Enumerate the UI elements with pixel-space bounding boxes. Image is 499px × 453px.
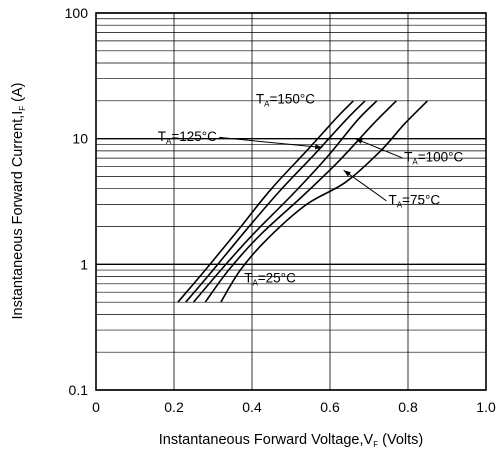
x-tick-label: 0	[92, 399, 100, 415]
y-tick-label: 1	[80, 256, 88, 272]
annotation-arrow-2	[355, 138, 403, 159]
series-label-2: TA=100°C	[404, 149, 463, 166]
annotation-arrowhead-2	[355, 138, 363, 144]
tick-labels: 0 0.2 0.4 0.6 0.8 1.0 0.1 1 10 100	[65, 5, 496, 415]
y-axis-label: Instantaneous Forward Current,IF (A)	[10, 83, 27, 320]
annotation-arrow-1	[219, 136, 323, 149]
annotation-arrowhead-1	[315, 144, 323, 150]
minor-grid	[96, 18, 486, 353]
series-curve-1	[185, 100, 366, 303]
x-axis-label-suffix: (Volts)	[378, 432, 423, 448]
y-tick-label: 0.1	[69, 382, 89, 398]
annotation-arrowhead-3	[343, 170, 351, 177]
x-tick-label: 0.6	[320, 399, 340, 415]
series-label-1: TA=125°C	[158, 129, 217, 146]
series-label-4: TA=25°C	[244, 270, 296, 287]
annotation-arrow-3	[343, 169, 387, 202]
y-tick-label: 100	[65, 5, 89, 21]
y-axis-label-subscript: F	[18, 106, 27, 111]
annotation-layer: TA=150°C TA=125°C TA=100°C TA=75°C TA=25°C	[158, 92, 464, 288]
series-layer	[177, 100, 429, 303]
series-curve-4	[220, 100, 429, 303]
series-curve-2	[192, 100, 378, 303]
plot-frame	[95, 12, 487, 391]
x-tick-label: 1.0	[476, 399, 496, 415]
x-tick-label: 0.8	[398, 399, 418, 415]
x-axis-label: Instantaneous Forward Voltage,VF (Volts)	[159, 432, 423, 449]
series-curve-0	[177, 100, 354, 303]
series-curve-3	[204, 100, 397, 303]
x-tick-label: 0.4	[242, 399, 262, 415]
x-axis-label-main: Instantaneous Forward Voltage,V	[159, 432, 374, 448]
x-tick-label: 0.2	[164, 399, 184, 415]
x-axis-label-subscript: F	[373, 440, 378, 449]
series-label-0: TA=150°C	[256, 92, 315, 109]
y-axis-label-suffix: (A)	[10, 83, 26, 106]
y-tick-label: 10	[72, 131, 88, 147]
series-label-3: TA=75°C	[389, 192, 441, 209]
y-axis-label-main: Instantaneous Forward Current,I	[10, 111, 26, 320]
